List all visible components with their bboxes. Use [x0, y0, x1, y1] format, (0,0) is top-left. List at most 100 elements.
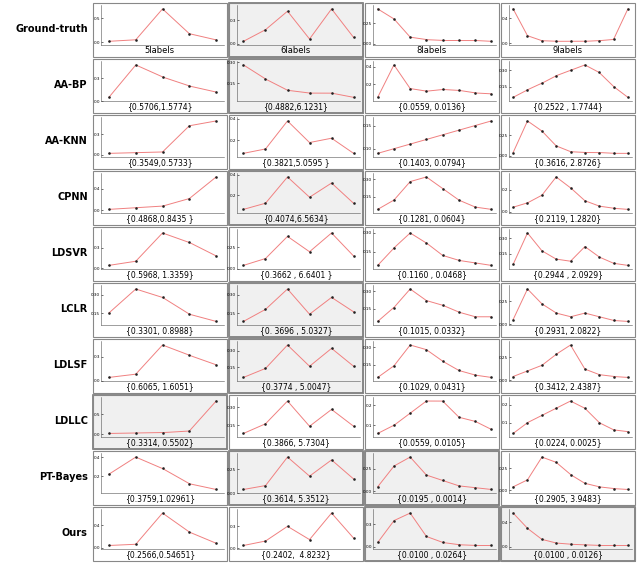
- Text: PT-Bayes: PT-Bayes: [39, 472, 88, 482]
- Point: [551, 71, 561, 81]
- Point: [421, 238, 431, 247]
- Point: [438, 396, 448, 405]
- Point: [389, 60, 399, 69]
- Point: [131, 35, 141, 44]
- Point: [438, 130, 448, 139]
- Point: [260, 536, 271, 545]
- Point: [305, 362, 315, 371]
- Point: [594, 68, 604, 77]
- Point: [131, 452, 141, 462]
- Point: [305, 88, 315, 98]
- Point: [421, 35, 431, 44]
- Point: [131, 370, 141, 379]
- Point: [470, 36, 480, 45]
- Point: [131, 203, 141, 212]
- Point: [537, 246, 547, 255]
- Point: [454, 36, 464, 45]
- Point: [486, 261, 497, 270]
- Point: [551, 458, 561, 467]
- Point: [551, 350, 561, 359]
- Point: [486, 116, 497, 125]
- Point: [348, 422, 358, 431]
- Point: [326, 179, 337, 188]
- Point: [565, 396, 575, 405]
- Point: [238, 149, 248, 158]
- Text: Ground-truth: Ground-truth: [15, 24, 88, 34]
- Point: [238, 261, 248, 270]
- Point: [470, 541, 480, 550]
- Point: [157, 229, 168, 238]
- Point: [537, 299, 547, 308]
- Point: [282, 232, 292, 241]
- Point: [104, 308, 114, 318]
- Point: [372, 205, 383, 214]
- Point: [565, 257, 575, 266]
- Text: {0.3412, 2.4387}: {0.3412, 2.4387}: [534, 382, 602, 391]
- Point: [623, 261, 633, 270]
- Text: CPNN: CPNN: [57, 192, 88, 202]
- Point: [551, 404, 561, 413]
- Text: {0.3549,0.5733}: {0.3549,0.5733}: [127, 158, 193, 167]
- Point: [438, 357, 448, 366]
- Point: [238, 373, 248, 382]
- Point: [551, 255, 561, 264]
- Text: {0.0559, 0.0136}: {0.0559, 0.0136}: [398, 102, 466, 111]
- Text: AA-KNN: AA-KNN: [45, 136, 88, 146]
- Point: [348, 534, 358, 543]
- Text: AA-BP: AA-BP: [54, 80, 88, 90]
- Point: [282, 340, 292, 349]
- Point: [551, 172, 561, 181]
- Text: {0.3866, 5.7304}: {0.3866, 5.7304}: [262, 438, 330, 447]
- Text: {0.1015, 0.0332}: {0.1015, 0.0332}: [398, 326, 466, 335]
- Point: [421, 396, 431, 405]
- Point: [623, 373, 633, 382]
- Point: [348, 475, 358, 484]
- Point: [104, 373, 114, 382]
- Point: [405, 177, 415, 186]
- Point: [184, 351, 195, 360]
- Point: [104, 429, 114, 438]
- Point: [260, 74, 271, 83]
- Point: [326, 88, 337, 98]
- Point: [454, 86, 464, 95]
- Point: [157, 464, 168, 473]
- Point: [508, 509, 518, 518]
- Point: [131, 60, 141, 69]
- Point: [260, 420, 271, 429]
- Point: [454, 196, 464, 205]
- Point: [282, 452, 292, 462]
- Point: [508, 429, 518, 438]
- Point: [326, 134, 337, 143]
- Point: [389, 421, 399, 430]
- Point: [454, 308, 464, 317]
- Point: [438, 184, 448, 193]
- Point: [157, 73, 168, 82]
- Point: [454, 366, 464, 375]
- Point: [623, 427, 633, 436]
- Point: [405, 33, 415, 42]
- Point: [551, 37, 561, 46]
- Point: [623, 541, 633, 550]
- Point: [522, 475, 532, 484]
- Point: [565, 470, 575, 479]
- Point: [211, 539, 221, 548]
- Point: [157, 202, 168, 211]
- Point: [260, 254, 271, 263]
- Point: [565, 312, 575, 321]
- Point: [522, 85, 532, 94]
- Point: [372, 429, 383, 438]
- Text: 6labels: 6labels: [281, 46, 311, 55]
- Point: [438, 476, 448, 485]
- Point: [454, 126, 464, 135]
- Point: [405, 340, 415, 349]
- Point: [131, 540, 141, 549]
- Point: [157, 509, 168, 518]
- Point: [537, 411, 547, 420]
- Point: [580, 479, 590, 488]
- Text: {0.3314, 0.5502}: {0.3314, 0.5502}: [126, 438, 194, 447]
- Point: [405, 409, 415, 418]
- Point: [389, 462, 399, 471]
- Text: 5labels: 5labels: [145, 46, 175, 55]
- Point: [305, 193, 315, 202]
- Text: {0.3662 , 6.6401 }: {0.3662 , 6.6401 }: [260, 270, 332, 279]
